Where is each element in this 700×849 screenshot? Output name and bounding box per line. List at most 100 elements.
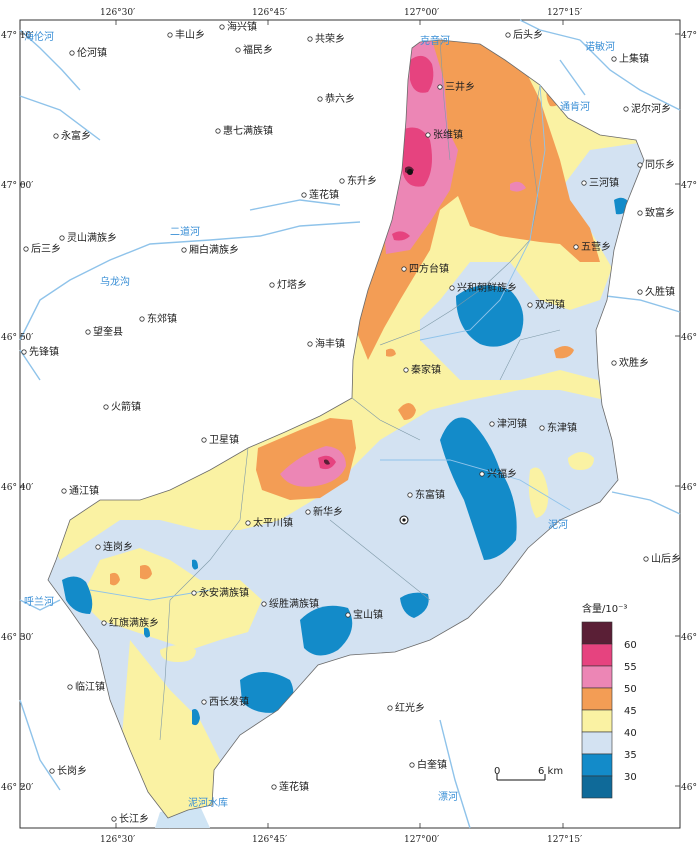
river-label-hulan: 呼兰河 [24, 595, 54, 608]
town-label: 欢胜乡 [619, 356, 649, 369]
town-label: 莲花镇 [279, 780, 309, 793]
tick-left-4: 46° 40′ [1, 483, 33, 493]
town-marker-icon [403, 367, 409, 373]
town-label: 张维镇 [433, 128, 463, 141]
town-label: 海兴镇 [227, 20, 257, 33]
legend-label: 50 [624, 684, 637, 695]
town-label: 厢白满族乡 [189, 243, 239, 256]
zone-45-spot2 [554, 346, 574, 359]
town-marker-icon [407, 492, 413, 498]
town-marker-icon [425, 132, 431, 138]
town-marker-icon [527, 302, 533, 308]
town-marker-icon [85, 329, 91, 335]
river-label-hailun: 海伦河 [24, 30, 54, 43]
town-marker-icon [261, 601, 267, 607]
tick-right-1: 47° 10′ [681, 31, 700, 41]
town-label: 莲花镇 [309, 188, 339, 201]
town-marker-icon [637, 210, 643, 216]
town-label: 东升乡 [347, 174, 377, 187]
town-marker-icon [637, 162, 643, 168]
town-marker-icon [637, 289, 643, 295]
town-marker-icon [67, 684, 73, 690]
legend-swatch [581, 665, 613, 689]
town-label: 红光乡 [395, 701, 425, 714]
town-marker-icon [201, 437, 207, 443]
river-label-piao: 漂河 [438, 791, 458, 803]
legend-swatch [581, 687, 613, 711]
town-label: 五营乡 [581, 240, 611, 253]
town-label: 灯塔乡 [277, 278, 307, 291]
town-label: 丰山乡 [175, 28, 205, 41]
town-marker-icon [581, 180, 587, 186]
town-label: 长岗乡 [57, 765, 87, 777]
tick-top-3: 127°00′ [404, 8, 439, 18]
county-boundary [47, 39, 645, 819]
tick-left-5: 46° 30′ [1, 633, 33, 643]
town-label: 津河镇 [497, 417, 527, 430]
legend-label: 30 [624, 772, 637, 783]
town-label: 久胜镇 [645, 285, 675, 298]
town-marker-icon [387, 705, 393, 711]
town-label: 东津镇 [547, 421, 577, 434]
zone-30-c [300, 605, 353, 656]
town-marker-icon [23, 246, 29, 252]
tick-top-4: 127°15′ [547, 8, 582, 18]
town-marker-icon [317, 96, 323, 102]
town-label: 永安满族镇 [199, 586, 249, 599]
town-marker-icon [95, 544, 101, 550]
tick-left-2: 47° 00′ [1, 181, 33, 191]
zone-30-j [144, 627, 150, 638]
river-label-tongken: 通肯河 [560, 100, 590, 113]
town-label: 三河镇 [589, 176, 619, 189]
zone-30-b [440, 417, 517, 560]
zone-60-b [324, 459, 330, 465]
legend-label: 60 [624, 640, 637, 651]
town-marker-icon [505, 32, 511, 38]
town-label: 新华乡 [313, 505, 343, 518]
tick-bottom-1: 126°30′ [100, 835, 135, 845]
river-label-reservoir: 泥河水库 [188, 796, 228, 809]
town-label: 共荣乡 [315, 33, 345, 45]
legend-swatch [581, 775, 613, 799]
town-marker-icon [201, 699, 207, 705]
town-marker-icon [235, 47, 241, 53]
town-marker-icon [573, 244, 579, 250]
river-label-erdao: 二道河 [170, 225, 200, 238]
town-label: 伦河镇 [77, 46, 107, 59]
tick-right-5: 46° 30′ [681, 633, 700, 643]
town-marker-icon [139, 316, 145, 322]
town-label: 长江乡 [119, 813, 149, 825]
town-label: 惠七满族镇 [223, 124, 273, 137]
tick-right-4: 46° 40′ [681, 483, 700, 493]
zone-45-spot3 [386, 348, 396, 357]
town-label: 泥尔河乡 [631, 102, 671, 115]
legend-swatch [581, 643, 613, 667]
town-marker-icon [307, 36, 313, 42]
town-marker-icon [409, 762, 415, 768]
town-label: 望奎县 [93, 325, 123, 338]
zone-50-spot [510, 181, 526, 192]
town-label: 卫星镇 [209, 433, 239, 446]
river-label-keyin: 克音河 [420, 34, 450, 47]
town-label: 宝山镇 [353, 608, 383, 621]
town-label: 通江镇 [69, 484, 99, 497]
zone-40-lens [528, 467, 549, 518]
town-marker-icon [103, 404, 109, 410]
town-label: 四方台镇 [409, 262, 449, 275]
town-marker-icon [69, 50, 75, 56]
town-marker-icon [49, 768, 55, 774]
town-label: 连岗乡 [103, 540, 133, 553]
town-label: 绥胜满族镇 [269, 597, 319, 610]
town-marker-icon [479, 471, 485, 477]
zone-30-i [192, 559, 198, 570]
town-marker-icon [345, 612, 351, 618]
town-marker-icon [101, 620, 107, 626]
zone-50-middle [280, 446, 346, 487]
zone-45-spot1 [398, 403, 416, 420]
seat-marker-north [407, 169, 413, 175]
town-marker-icon [301, 192, 307, 198]
county-seat-markers [399, 169, 413, 525]
town-label: 兴和朝鲜族乡 [457, 281, 517, 294]
town-marker-icon [181, 247, 187, 253]
town-label: 秦家镇 [411, 363, 441, 376]
